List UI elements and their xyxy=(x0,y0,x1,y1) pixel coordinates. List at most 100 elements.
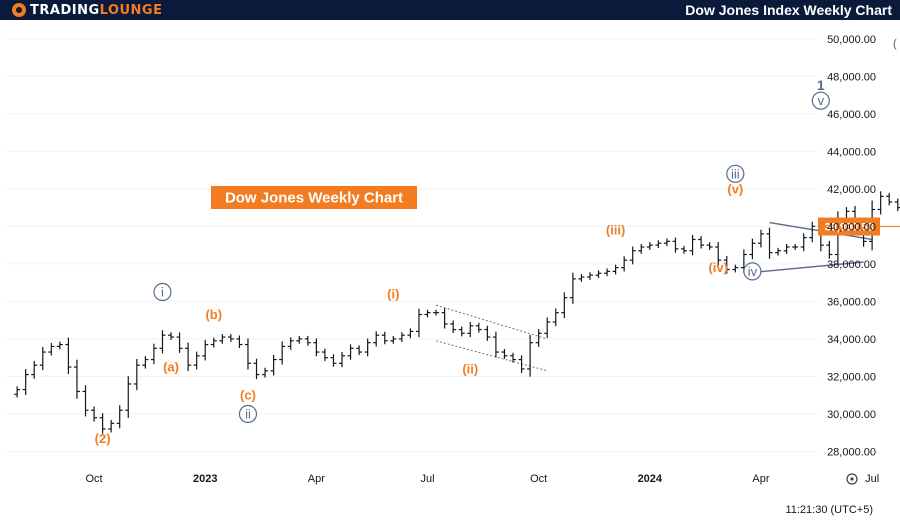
last-price-label: 39,990.58 xyxy=(825,222,874,234)
y-tick-label: 48,000.00 xyxy=(827,71,876,83)
ohlc-bar xyxy=(219,334,226,344)
ohlc-bar xyxy=(886,192,893,206)
ohlc-bar xyxy=(501,349,508,359)
header-bar: TRADINGLOUNGE Dow Jones Index Weekly Cha… xyxy=(0,0,900,20)
wave-label-text: i xyxy=(161,285,164,300)
x-tick-label: 2024 xyxy=(638,473,663,485)
ohlc-bar xyxy=(792,244,799,250)
y-tick-label: 34,000.00 xyxy=(827,334,876,346)
ohlc-bar xyxy=(202,339,209,361)
channel-line xyxy=(743,261,864,274)
ohlc-bar xyxy=(800,233,807,252)
ohlc-bar xyxy=(150,343,157,365)
settings-gear-icon[interactable] xyxy=(846,473,858,485)
wave-label-text: (v) xyxy=(727,181,743,196)
ohlc-bar xyxy=(31,360,38,379)
wave-label-text: iii xyxy=(731,166,740,181)
edge-glyph-icon: ( xyxy=(893,38,897,50)
ohlc-bar xyxy=(775,247,782,256)
ohlc-bar xyxy=(715,241,722,266)
wave-label-text: (iv) xyxy=(708,260,728,275)
page-title: Dow Jones Index Weekly Chart xyxy=(685,2,892,18)
ohlc-bar xyxy=(698,236,705,249)
ohlc-bar xyxy=(176,332,183,353)
ohlc-bar xyxy=(757,229,764,248)
wave-label-circle xyxy=(811,91,830,110)
wave-label-circle xyxy=(153,282,172,302)
ohlc-bar xyxy=(91,406,98,422)
x-axis[interactable]: Oct2023AprJulOct2024AprJulOct xyxy=(86,473,900,485)
ohlc-bar xyxy=(73,359,80,399)
wave-label: (c) xyxy=(240,388,256,403)
ohlc-bar xyxy=(510,352,517,363)
ohlc-bar xyxy=(304,335,311,346)
ohlc-bar xyxy=(621,256,628,272)
wave-label: 1 xyxy=(817,77,825,93)
wave-label-text: iv xyxy=(748,264,758,279)
x-tick-label: Jul xyxy=(865,473,879,485)
wave-label-circle xyxy=(726,164,745,183)
ohlc-bar xyxy=(544,317,551,338)
x-tick-label: Apr xyxy=(752,473,769,485)
ohlc-bar xyxy=(244,338,251,370)
price-chart[interactable]: 39,990.58 (2) i (a) (b) (c) ii (i) (ii) (iii) iii… xyxy=(0,20,900,522)
ohlc-bar xyxy=(108,419,115,433)
ohlc-bar xyxy=(441,308,448,329)
tradinglounge-logo: TRADINGLOUNGE xyxy=(12,1,162,19)
y-tick-label: 46,000.00 xyxy=(827,109,876,121)
wave-label-text: (2) xyxy=(95,431,111,446)
ohlc-bar xyxy=(552,308,559,327)
last-price-marker: 39,990.58 xyxy=(818,217,900,236)
ohlc-bar xyxy=(604,268,611,277)
ohlc-bar xyxy=(681,245,688,254)
y-axis[interactable]: 28,000.00 30,000.00 32,000.00 34,000.00 36,0… xyxy=(827,34,876,459)
ohlc-bar xyxy=(313,338,320,357)
ohlc-bar xyxy=(279,341,286,365)
ohlc-bar xyxy=(484,325,491,341)
wave-label: iv xyxy=(743,262,762,281)
ohlc-bar xyxy=(185,342,192,371)
ohlc-bar xyxy=(569,272,576,304)
ohlc-bar xyxy=(415,308,422,338)
channel-line xyxy=(435,340,548,372)
wave-channels xyxy=(435,221,873,372)
banner: Dow Jones Weekly Chart xyxy=(211,186,417,209)
ohlc-bar xyxy=(467,321,474,338)
wave-label: (a) xyxy=(163,360,179,375)
chart-area[interactable]: 39,990.58 (2) i (a) (b) (c) ii (i) (ii) (iii) iii… xyxy=(0,20,900,522)
x-tick-label: Oct xyxy=(86,473,103,485)
ohlc-bar xyxy=(398,332,405,342)
wave-label-text: (a) xyxy=(163,360,179,375)
wave-label-text: v xyxy=(818,93,825,108)
ohlc-bar xyxy=(578,274,585,282)
wave-label: (b) xyxy=(205,307,222,322)
ohlc-bar xyxy=(586,272,593,280)
y-tick-label: 36,000.00 xyxy=(827,296,876,308)
ohlc-bar xyxy=(125,376,132,418)
ohlc-bar xyxy=(321,348,328,362)
wave-label: (iii) xyxy=(606,223,626,238)
ohlc-bar xyxy=(518,355,525,374)
wave-label-text: 1 xyxy=(817,77,825,93)
ohlc-bar xyxy=(22,369,29,395)
ohlc-bar xyxy=(877,191,884,215)
y-tick-label: 28,000.00 xyxy=(827,446,876,458)
ohlc-bar xyxy=(475,322,482,333)
ohlc-bar xyxy=(373,331,380,347)
ohlc-bar xyxy=(732,264,739,273)
channel-line xyxy=(435,304,548,340)
wave-label: (i) xyxy=(387,286,399,301)
ohlc-bar xyxy=(270,354,277,376)
y-tick-label: 38,000.00 xyxy=(827,259,876,271)
y-tick-label: 44,000.00 xyxy=(827,146,876,158)
ohlc-bar xyxy=(527,334,534,377)
x-tick-label: 2023 xyxy=(193,473,217,485)
ohlc-bar xyxy=(253,358,260,380)
ohlc-bar xyxy=(99,413,106,434)
ohlc-bar xyxy=(450,320,457,333)
wave-label: i xyxy=(153,282,172,302)
wave-label: (2) xyxy=(95,431,111,446)
ohlc-bar xyxy=(330,354,337,367)
ohlc-bar xyxy=(561,292,568,319)
